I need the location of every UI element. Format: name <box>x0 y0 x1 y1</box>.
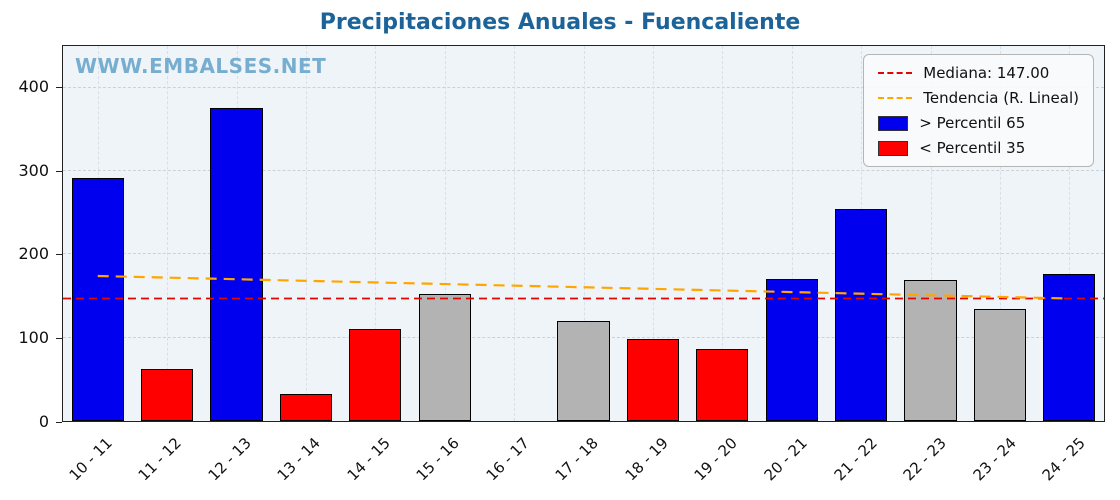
bar-13-14 <box>279 393 332 421</box>
bar-20-21 <box>765 279 818 421</box>
trend-line <box>97 274 1070 300</box>
bar-17-18 <box>557 321 610 421</box>
legend-dash-swatch <box>878 97 913 99</box>
bar-23-24 <box>973 308 1026 421</box>
plot-area: WWW.EMBALSES.NET Mediana: 147.00 Tendenci… <box>62 45 1105 422</box>
median-trend-lines <box>63 274 1104 300</box>
gridline-vertical <box>305 46 307 421</box>
y-tick-mark <box>56 254 62 256</box>
bar-21-22 <box>835 209 888 421</box>
bar-11-12 <box>141 368 194 421</box>
legend-item: Tendencia (R. Lineal) <box>878 89 1079 107</box>
x-tick-label: 10 - 11 <box>65 434 116 485</box>
y-tick-mark <box>56 170 62 172</box>
bar-12-13 <box>210 107 263 421</box>
gridline-vertical <box>791 46 793 421</box>
bar-22-23 <box>904 280 957 421</box>
x-axis: 10 - 11 11 - 12 12 - 13 13 - 14 14 - 15 15 - … <box>62 424 1105 500</box>
gridline-vertical <box>514 46 516 421</box>
x-tick-label: 22 - 23 <box>899 434 950 485</box>
y-tick-mark <box>56 422 62 423</box>
gridline-vertical <box>652 46 654 421</box>
x-tick-label: 16 - 17 <box>482 434 533 485</box>
legend-label: > Percentil 65 <box>919 114 1026 132</box>
x-tick-label: 13 - 14 <box>273 434 325 485</box>
gridline-vertical <box>1069 46 1071 421</box>
y-tick-label: 300 <box>18 160 49 180</box>
y-tick-mark <box>56 338 62 340</box>
y-tick-label: 400 <box>18 76 49 96</box>
x-tick-label: 18 - 19 <box>621 434 672 485</box>
x-tick-label: 15 - 16 <box>412 434 464 485</box>
legend-box-swatch <box>878 115 909 131</box>
legend-box-swatch <box>878 140 909 156</box>
legend-item: Mediana: 147.00 <box>878 64 1079 82</box>
bar-15-16 <box>418 294 471 421</box>
gridline-vertical <box>375 46 377 421</box>
x-tick-label: 24 - 25 <box>1038 434 1089 485</box>
x-tick-label: 19 - 20 <box>690 434 742 485</box>
y-tick-label: 200 <box>18 244 49 264</box>
legend-label: < Percentil 35 <box>919 139 1026 157</box>
legend-label: Tendencia (R. Lineal) <box>923 89 1079 107</box>
y-tick-label: 0 <box>38 412 49 431</box>
x-tick-label: 20 - 21 <box>760 434 811 485</box>
x-tick-label: 12 - 13 <box>204 434 255 485</box>
bar-18-19 <box>626 338 679 421</box>
legend-item: > Percentil 65 <box>878 114 1079 132</box>
y-axis: 0 100 200 300 400 <box>0 45 62 430</box>
watermark: WWW.EMBALSES.NET <box>75 54 327 78</box>
x-tick-label: 17 - 18 <box>551 434 603 485</box>
bar-14-15 <box>349 328 402 421</box>
legend-label: Mediana: 147.00 <box>923 64 1050 82</box>
x-tick-label: 11 - 12 <box>134 434 186 485</box>
gridline-vertical <box>444 46 446 421</box>
y-tick-label: 100 <box>18 328 49 348</box>
gridline-vertical <box>930 46 932 421</box>
legend-item: < Percentil 35 <box>878 139 1079 157</box>
y-tick-mark <box>56 86 62 88</box>
x-tick-label: 14 - 15 <box>343 434 394 485</box>
gridline-vertical <box>583 46 585 421</box>
chart-title: Precipitaciones Anuales - Fuencaliente <box>319 10 801 35</box>
x-tick-label: 23 - 24 <box>969 434 1020 485</box>
bar-19-20 <box>696 349 749 421</box>
legend-dash-swatch <box>878 72 913 74</box>
gridline-vertical <box>999 46 1001 421</box>
legend: Mediana: 147.00 Tendencia (R. Lineal) > Pe… <box>863 54 1094 167</box>
gridline-vertical <box>722 46 724 421</box>
gridline-vertical <box>167 46 169 421</box>
x-tick-label: 21 - 22 <box>830 434 881 485</box>
